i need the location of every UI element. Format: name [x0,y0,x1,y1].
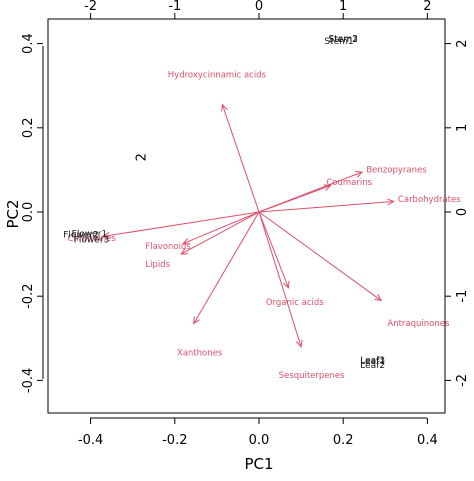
observation-label: Leaf1 [360,357,385,367]
variable-arrow [193,211,260,324]
variable-arrowhead [283,280,290,289]
observation-label: Stem2 [329,35,358,45]
variable-arrowhead [182,238,191,245]
y-axis-title: PC2 [4,199,22,228]
bottom-tick-label: -0.4 [78,433,103,448]
bottom-tick-label: 0.2 [333,433,354,448]
variable-arrow [258,211,382,301]
variable-label: Lipids [145,260,170,270]
left-tick-label: -0.4 [21,368,36,393]
variable-label: Organic acids [266,298,324,308]
right-tick-label: -1 [455,290,470,303]
variable-arrowhead [193,316,200,325]
top-axis-ticks: -2 -1 0 1 2 [84,0,432,19]
variable-arrowhead [295,339,303,348]
variable-label: Hydroxycinnamic acids [168,71,267,81]
variable-arrowhead [102,232,111,239]
bottom-tick-label: 0.0 [249,433,270,448]
variable-arrowhead [180,248,189,255]
variable-label: Antraquinones [387,319,450,329]
observation-label: Stem3 [329,34,358,44]
variable-arrow [221,104,260,213]
right-tick-label: 1 [455,124,470,132]
right-tick-label: -2 [455,374,470,387]
variable-arrowhead [323,184,332,191]
left-axis-ticks: -0.4 -0.2 0.0 0.2 0.4 [21,33,43,393]
right-tick-label: 2 [455,39,470,47]
bottom-axis-ticks: -0.4 -0.2 0.0 0.2 0.4 [78,418,438,448]
variable-label: Flavonoids [145,242,191,252]
top-tick-label: 0 [255,0,263,14]
stray-axis-label: 2 [134,153,149,161]
left-tick-label: 0.4 [21,33,36,54]
variable-label: Xanthones [177,349,223,359]
variable-arrowhead [221,103,228,112]
bottom-tick-label: -0.2 [162,433,187,448]
observation-label: Leaf3 [360,356,385,366]
variable-label: Benzopyranes [366,165,427,175]
variable-label: Sesquiterpenes [279,371,345,381]
top-tick-label: -1 [168,0,181,14]
top-tick-label: 1 [339,0,347,14]
observation-label: Flower2 [63,231,99,241]
variable-labels: Hydroxycinnamic acids Benzopyranes Coumari… [67,71,461,381]
variable-arrow [258,211,302,347]
x-axis-title: PC1 [244,455,273,473]
left-tick-label: 0.0 [21,202,36,223]
variable-arrow [258,200,394,213]
left-tick-label: -0.2 [21,284,36,309]
observation-label: Leaf2 [360,361,385,371]
variable-arrow [258,185,331,213]
right-axis-ticks: -2 -1 0 1 2 [445,39,470,387]
variable-label: Carbohydrates [398,195,461,205]
observation-label: Stem1 [324,37,353,47]
variable-arrow [183,211,260,245]
variable-arrow [103,211,260,237]
right-tick-label: 0 [455,208,470,216]
top-tick-label: 2 [423,0,431,14]
top-tick-label: -2 [84,0,97,14]
left-tick-label: 0.2 [21,117,36,138]
variable-arrowhead [355,170,364,178]
variable-label: Coumarins [326,178,372,188]
observation-label: Flower3 [74,235,110,245]
variable-label: Chromones [67,234,116,244]
variable-arrow [258,211,289,288]
bottom-tick-label: 0.4 [417,433,438,448]
observation-label: Flower1 [72,229,108,239]
variable-arrowhead [374,294,383,302]
variable-arrow [180,211,260,255]
variable-arrowhead [387,198,395,206]
variable-arrows [102,103,395,348]
